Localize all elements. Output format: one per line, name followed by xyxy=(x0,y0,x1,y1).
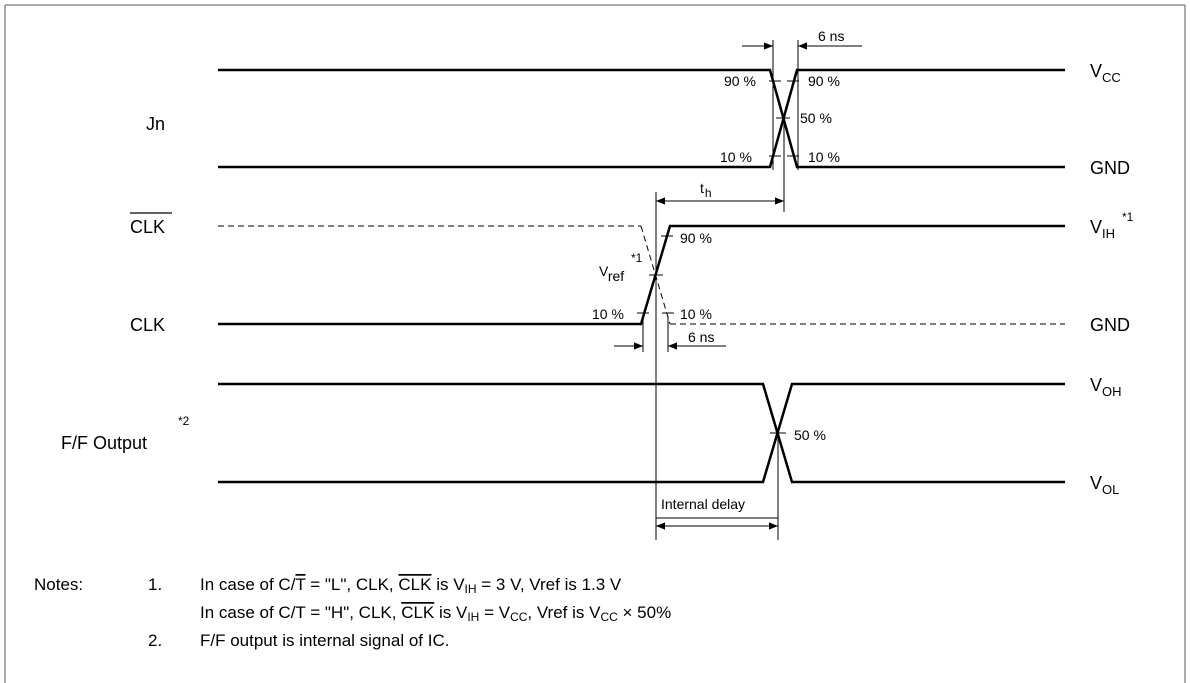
internal-delay-label: Internal delay xyxy=(661,496,745,512)
jn-waveform xyxy=(218,40,1065,212)
note-1-t-bar: T xyxy=(295,575,305,594)
jn-6ns-label: 6 ns xyxy=(818,28,844,44)
note-1-line-1: In case of C/T = "L", CLK, CLK is VIH = … xyxy=(200,575,622,596)
clk-10-left-label: 10 % xyxy=(592,306,624,322)
rail-label-vol: VOL xyxy=(1090,473,1119,497)
jn-90-left-label: 90 % xyxy=(724,73,756,89)
vref-footnote-mark: *1 xyxy=(631,251,643,265)
note-1-clk-bar: CLK xyxy=(398,575,432,594)
ff-output-waveform xyxy=(218,382,1065,540)
jn-high-to-low xyxy=(218,68,1065,169)
clk-rise xyxy=(218,224,1065,326)
signal-label-ff-output: F/F Output xyxy=(61,433,147,453)
note-1-line-2: In case of C/T = "H", CLK, CLK is VIH = … xyxy=(200,603,671,624)
rail-label-gnd-jn: GND xyxy=(1090,158,1130,178)
ff-high-to-low xyxy=(218,382,1065,484)
ff-low-to-high xyxy=(218,382,1065,484)
jn-50-label: 50 % xyxy=(800,110,832,126)
ff-output-footnote-mark: *2 xyxy=(178,414,190,428)
jn-low-to-high xyxy=(218,68,1065,169)
signal-label-clk-bar: CLK xyxy=(130,217,165,237)
note-1-number: 1. xyxy=(148,575,162,594)
signal-label-clk: CLK xyxy=(130,315,165,335)
clk-10-right-label: 10 % xyxy=(680,306,712,322)
clk-waveform xyxy=(218,224,1065,352)
note-2-number: 2. xyxy=(148,631,162,650)
ff-50-label: 50 % xyxy=(794,427,826,443)
jn-90-right-label: 90 % xyxy=(808,73,840,89)
rail-label-voh: VOH xyxy=(1090,375,1122,399)
clk-90-label: 90 % xyxy=(680,230,712,246)
vref-label: Vref xyxy=(599,263,624,284)
jn-10-left-label: 10 % xyxy=(720,149,752,165)
th-label: th xyxy=(700,180,712,200)
clk-6ns-label: 6 ns xyxy=(688,329,714,345)
rail-label-vcc: VCC xyxy=(1090,61,1121,85)
rail-label-gnd-clk: GND xyxy=(1090,315,1130,335)
note-1-clk-bar-2: CLK xyxy=(401,603,435,622)
signal-label-jn: Jn xyxy=(146,114,165,134)
vih-footnote-mark: *1 xyxy=(1122,210,1134,224)
note-2-text: F/F output is internal signal of IC. xyxy=(200,631,449,650)
jn-10-right-label: 10 % xyxy=(808,149,840,165)
rail-label-vih: VIH xyxy=(1090,217,1115,241)
notes-heading: Notes: xyxy=(34,575,83,594)
